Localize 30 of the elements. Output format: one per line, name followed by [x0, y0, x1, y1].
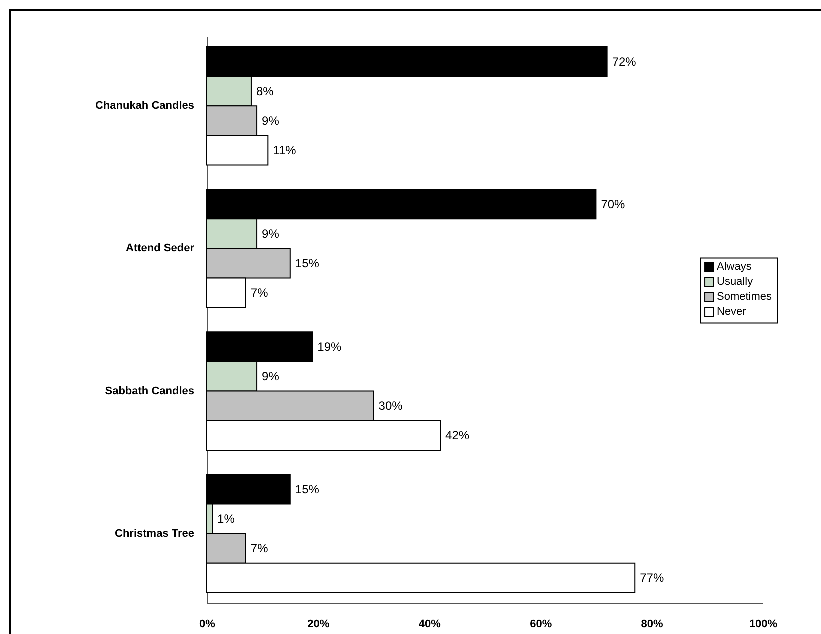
data-label: 7% — [250, 542, 269, 556]
data-label: 19% — [318, 340, 342, 354]
data-label: 70% — [601, 197, 626, 212]
data-label: 77% — [640, 571, 664, 586]
x-tick-label: 0% — [200, 618, 216, 630]
x-tick-label: 80% — [641, 618, 664, 630]
y-tick-label: Sabbath Candles — [105, 385, 194, 398]
x-tick-label: 40% — [418, 618, 442, 630]
y-tick-label: Attend Seder — [126, 242, 196, 255]
data-label: 42% — [446, 428, 470, 443]
legend-label: Always — [717, 261, 752, 274]
x-tick-label: 100% — [749, 618, 778, 630]
data-label: 15% — [295, 256, 320, 271]
y-tick-label: Chanukah Candles — [95, 100, 194, 112]
data-label: 9% — [262, 369, 280, 384]
data-label: 11% — [273, 144, 297, 158]
data-label: 30% — [378, 399, 404, 414]
data-label: 9% — [262, 114, 280, 128]
data-label: 8% — [256, 84, 274, 98]
legend-label: Never — [717, 306, 747, 318]
y-tick-label: Christmas Tree — [115, 528, 194, 540]
data-label: 15% — [295, 482, 320, 496]
x-tick-label: 20% — [308, 618, 330, 630]
data-label: 7% — [250, 286, 269, 300]
legend-label: Sometimes — [717, 291, 773, 304]
data-label: 9% — [262, 226, 280, 241]
x-tick-label: 60% — [530, 618, 552, 630]
legend-label: Usually — [717, 276, 754, 288]
data-label: 1% — [218, 512, 236, 526]
data-label: 72% — [612, 54, 637, 69]
